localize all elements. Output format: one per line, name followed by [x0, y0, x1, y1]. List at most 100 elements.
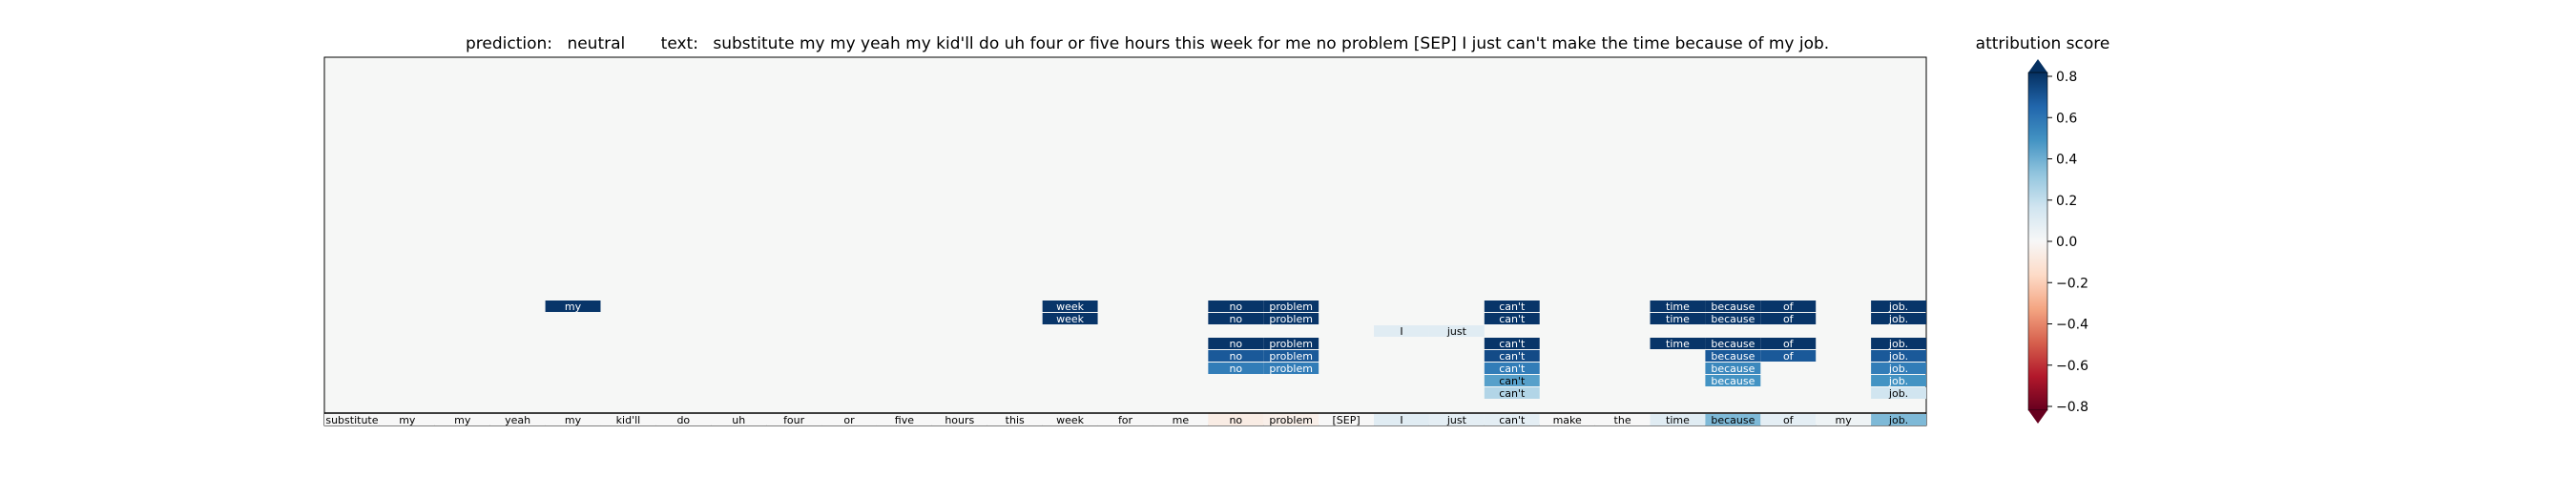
heatmap-cell-label: time: [1666, 313, 1690, 325]
heatmap-cell-label: job.: [1888, 338, 1908, 350]
token-cell: [489, 414, 546, 425]
token-cell: [876, 414, 932, 425]
token-cell: [1263, 414, 1319, 425]
heatmap-cell: [1650, 338, 1706, 349]
heatmap-cell-label: my: [565, 301, 582, 313]
token-cell: [655, 414, 712, 425]
heatmap-cell: [1871, 363, 1926, 374]
token-cell: [1871, 414, 1926, 425]
heatmap-cell-label: of: [1783, 301, 1795, 313]
token-label: yeah: [505, 414, 530, 426]
heatmap-cell: [1484, 375, 1540, 386]
heatmap-cell-label: job.: [1888, 313, 1908, 325]
heatmap-cell-label: no: [1229, 338, 1242, 350]
heatmap-cell-label: problem: [1269, 301, 1313, 313]
heatmap-cell: [1263, 363, 1319, 374]
token-cell: [1760, 414, 1817, 425]
heatmap-cell: [1484, 338, 1540, 349]
heatmap-cell-label: no: [1229, 350, 1242, 363]
token-cell: [1319, 414, 1375, 425]
token-label: I: [1400, 414, 1402, 426]
heatmap-cell-label: can't: [1499, 338, 1526, 350]
heatmap-cell: [1760, 301, 1817, 312]
heatmap-cell-label: because: [1711, 363, 1755, 375]
heatmap-cell: [1705, 338, 1761, 349]
heatmap-cell-label: job.: [1888, 375, 1908, 387]
heatmap-cell-label: of: [1783, 338, 1795, 350]
token-cell: [1374, 414, 1429, 425]
token-cell: [931, 414, 987, 425]
token-label: uh: [732, 414, 745, 426]
token-cell: [600, 414, 656, 425]
token-cell: [1594, 414, 1651, 425]
token-label: do: [676, 414, 690, 426]
colorbar-tick-label: 0.6: [2056, 111, 2077, 126]
heatmap-cell-label: can't: [1499, 313, 1526, 325]
token-cell: [434, 414, 490, 425]
heatmap-cell-label: I: [1400, 325, 1402, 338]
token-cell: [1650, 414, 1706, 425]
heatmap-cell: [1374, 325, 1429, 337]
token-cell: [1153, 414, 1209, 425]
heatmap-cell-label: job.: [1888, 301, 1908, 313]
heatmap-cell-label: no: [1229, 301, 1242, 313]
heatmap-cell: [1208, 313, 1264, 324]
heatmap-cell-label: because: [1711, 313, 1755, 325]
colorbar-title: attribution score: [1976, 34, 2110, 53]
token-cell: [987, 414, 1043, 425]
heatmap-cell-label: job.: [1888, 387, 1908, 400]
token-cell: [821, 414, 877, 425]
prediction-value: neutral: [567, 34, 625, 53]
heatmap-cell-label: just: [1446, 325, 1467, 338]
text-value: substitute my my yeah my kid'll do uh fo…: [713, 34, 1829, 53]
colorbar-min-extend: [2028, 410, 2047, 424]
colorbar-tick-label: −0.6: [2056, 359, 2088, 374]
heatmap-cell: [1871, 375, 1926, 386]
heatmap-cell-label: no: [1229, 363, 1242, 375]
heatmap-cell-label: of: [1783, 350, 1795, 363]
heatmap-cell: [1871, 350, 1926, 362]
token-label: problem: [1269, 414, 1313, 426]
colorbar-tick-label: 0.4: [2056, 153, 2077, 168]
heatmap-cell: [1705, 313, 1761, 324]
token-label: the: [1614, 414, 1631, 426]
heatmap-cell: [1705, 350, 1761, 362]
heatmap-cell: [545, 301, 601, 312]
heatmap-cell-label: can't: [1499, 387, 1526, 400]
token-cell: [1042, 414, 1098, 425]
heatmap-cell: [1428, 325, 1485, 337]
token-label: my: [399, 414, 416, 426]
colorbar-ticks: 0.8 0.6 0.4 0.2 0.0 −0.2 −0.4 −0.6 −0.8: [2047, 70, 2088, 415]
token-cell: [1208, 414, 1264, 425]
token-label: substitute: [325, 414, 378, 426]
heatmap-cell: [1484, 350, 1540, 362]
heatmap-cell: [1871, 313, 1926, 324]
heatmap-cell: [1484, 313, 1540, 324]
svg-text:prediction: neutral te: prediction: neutral text: substitute my …: [466, 34, 1829, 53]
heatmap-cell: [1705, 363, 1761, 374]
heatmap-cell: [1871, 301, 1926, 312]
heatmap-cell: [1042, 313, 1098, 324]
token-label: job.: [1888, 414, 1908, 426]
heatmap-background: [323, 56, 1927, 426]
token-label: can't: [1499, 414, 1526, 426]
colorbar-bar: [2027, 72, 2048, 411]
token-label: of: [1783, 414, 1795, 426]
prediction-label: prediction:: [466, 34, 552, 53]
text-label: text:: [661, 34, 698, 53]
heatmap-cell: [1484, 363, 1540, 374]
heatmap-cell-label: can't: [1499, 363, 1526, 375]
token-label: kid'll: [616, 414, 641, 426]
heatmap-cell-label: job.: [1888, 350, 1908, 363]
heatmap-cell: [1650, 313, 1706, 324]
heatmap-cell-label: problem: [1269, 313, 1313, 325]
heatmap-cell: [1871, 387, 1926, 399]
heatmap-cell: [1208, 338, 1264, 349]
heatmap-cell: [1263, 301, 1319, 312]
heatmap-cell-label: of: [1783, 313, 1795, 325]
token-cell: [545, 414, 601, 425]
heatmap-cell-label: can't: [1499, 350, 1526, 363]
colorbar-max-extend: [2028, 59, 2047, 73]
colorbar-tick-label: 0.2: [2056, 194, 2077, 209]
